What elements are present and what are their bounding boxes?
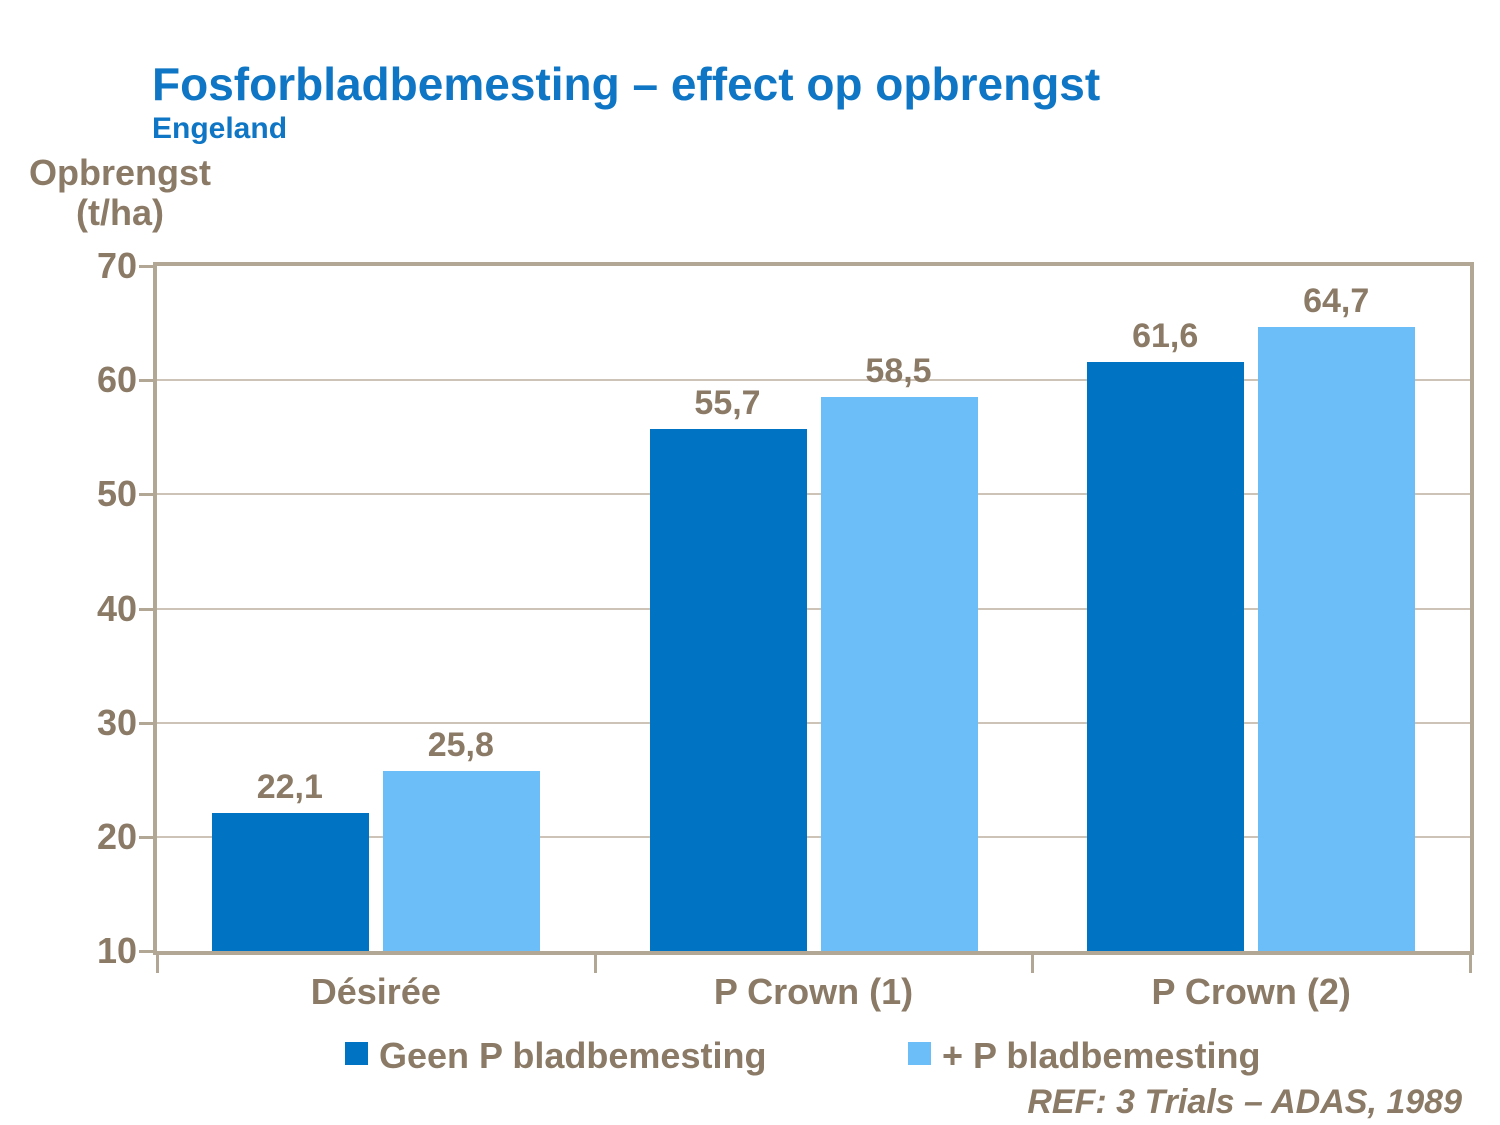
x-tick-1 xyxy=(593,955,597,973)
y-tick-label-50: 50 xyxy=(96,473,137,515)
y-tick-label-30: 30 xyxy=(96,701,137,743)
legend-item-0: Geen P bladbemesting xyxy=(345,1034,766,1078)
bar-+-p-bladbemesting-2 xyxy=(1258,326,1416,951)
legend: Geen P bladbemesting + P bladbemesting xyxy=(153,1034,1466,1080)
y-tick-30 xyxy=(139,721,153,725)
legend-label-0: Geen P bladbemesting xyxy=(379,1035,767,1076)
category-label-2: P Crown (2) xyxy=(1151,971,1351,1012)
y-tick-label-10: 10 xyxy=(96,930,137,971)
chart-subtitle: Engeland xyxy=(152,112,288,145)
bar-value-label: 61,6 xyxy=(1132,316,1199,355)
legend-swatch-0 xyxy=(345,1042,368,1065)
y-tick-10 xyxy=(139,950,153,953)
legend-swatch-1 xyxy=(908,1042,931,1065)
y-tick-40 xyxy=(139,607,153,611)
y-tick-70 xyxy=(139,265,153,268)
category-label-1: P Crown (1) xyxy=(713,971,914,1012)
bar-+-p-bladbemesting-0 xyxy=(382,770,540,951)
bar-geen-p-bladbemesting-1 xyxy=(649,429,807,951)
y-tick-60 xyxy=(139,379,153,383)
legend-label-1: + P bladbemesting xyxy=(942,1035,1261,1076)
gridline-30 xyxy=(157,721,1470,724)
x-tick-0 xyxy=(156,955,159,973)
bar-value-label: 25,8 xyxy=(427,725,494,764)
y-tick-label-20: 20 xyxy=(96,815,137,857)
chart-title: Fosforbladbemesting – effect op opbrengs… xyxy=(152,58,1101,110)
bar-value-label: 58,5 xyxy=(865,352,932,391)
x-tick-2 xyxy=(1031,955,1035,973)
legend-item-1: + P bladbemesting xyxy=(908,1034,1260,1078)
bar-+-p-bladbemesting-1 xyxy=(820,397,978,951)
footnote: REF: 3 Trials – ADAS, 1989 xyxy=(1027,1083,1462,1121)
bar-value-label: 55,7 xyxy=(694,384,761,423)
bar-geen-p-bladbemesting-2 xyxy=(1087,361,1245,951)
bar-value-label: 64,7 xyxy=(1303,281,1370,320)
y-tick-label-40: 40 xyxy=(96,587,137,629)
bar-value-label: 22,1 xyxy=(256,767,323,806)
y-axis-title: Opbrengst (t/ha) xyxy=(20,153,220,233)
y-tick-label-70: 70 xyxy=(96,245,137,286)
y-tick-20 xyxy=(139,835,153,839)
bar-geen-p-bladbemesting-0 xyxy=(211,812,369,951)
x-tick-3 xyxy=(1469,955,1472,973)
gridline-60 xyxy=(157,379,1470,382)
gridline-20 xyxy=(157,835,1470,838)
y-tick-50 xyxy=(139,493,153,497)
gridline-50 xyxy=(157,493,1470,496)
y-axis-title-line2: (t/ha) xyxy=(76,192,164,233)
category-label-0: Désirée xyxy=(310,971,441,1012)
plot-area: 10 20 30 40 50 60 70 22,1 55,7 61,6 25,8 58,5 64,7 Dé… xyxy=(97,246,1474,1012)
y-axis-title-line1: Opbrengst xyxy=(28,152,211,193)
gridline-40 xyxy=(157,607,1470,610)
y-tick-label-60: 60 xyxy=(96,359,137,401)
